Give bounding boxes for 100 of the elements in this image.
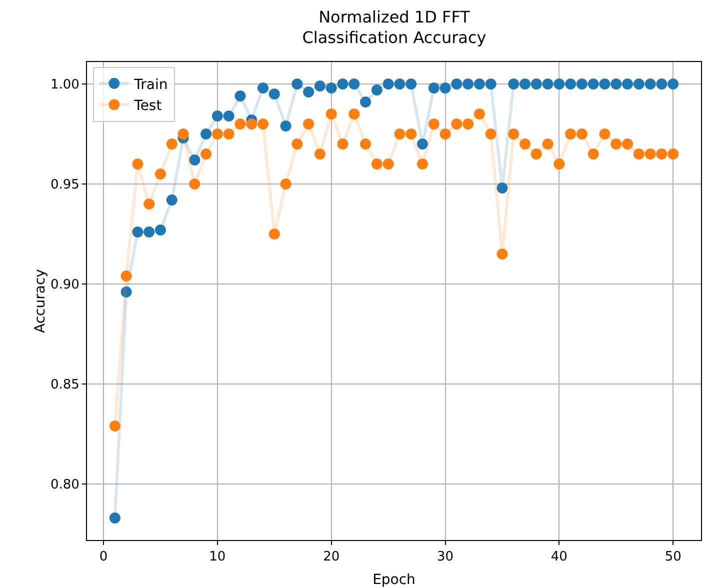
point [576,78,588,90]
point [554,78,565,90]
point [474,78,485,90]
point [406,128,417,140]
point [508,128,520,140]
point [520,78,530,90]
point [530,148,542,160]
point [326,82,337,94]
point [394,128,406,140]
point [212,110,223,122]
chart-title: Normalized 1D FFT Classification Accuracy [302,7,486,48]
point [520,138,530,150]
point [337,138,348,150]
point [246,118,258,130]
point [644,148,656,160]
point [633,78,644,90]
point [348,108,360,120]
point [200,148,212,160]
y-axis-title: Accuracy [32,269,48,333]
point [382,158,394,170]
point [633,148,644,160]
point [462,78,474,90]
point [599,128,610,140]
point [451,78,462,90]
x-tick-label: 20 [323,550,340,565]
point [406,78,417,90]
point [154,168,166,180]
point [416,138,428,150]
point [599,78,610,90]
point [416,158,428,170]
point [588,148,599,160]
point [144,226,155,238]
y-tick-label: 0.85 [50,378,80,393]
point [120,286,132,298]
point [280,178,292,190]
point [485,128,496,140]
point [496,248,508,260]
point [234,90,246,102]
x-tick-label: 40 [550,550,568,565]
legend-label: Test [133,98,162,114]
point [622,138,634,150]
point [303,86,314,98]
y-tick-label: 1.00 [50,78,80,93]
point [542,78,554,90]
point [144,198,155,210]
y-tick-label: 0.80 [50,478,80,493]
point [303,118,314,130]
point [109,512,120,524]
point [314,148,326,160]
point [268,228,280,240]
x-axis-title: Epoch [372,572,416,588]
point [588,78,599,90]
point [189,154,200,166]
point [189,178,200,190]
point [656,78,668,90]
point [451,118,462,130]
point [258,118,268,130]
point [223,128,234,140]
point [668,78,679,90]
legend-label: Train [133,76,168,93]
point [326,108,337,120]
y-tick-label: 0.95 [50,178,80,193]
point [610,78,622,90]
y-tick-label: 0.90 [50,278,80,293]
point [428,82,440,94]
point [132,158,144,170]
point [371,84,382,96]
point [508,78,520,90]
point [109,420,120,432]
point [428,118,440,130]
point [178,128,189,140]
point [337,78,348,90]
point [120,270,132,282]
point [258,82,268,94]
point [440,128,451,140]
point [132,226,144,238]
point [166,194,178,206]
point [200,128,212,140]
point [554,158,565,170]
point [668,148,679,160]
point [462,118,474,130]
point [485,78,496,90]
point [474,108,485,120]
point [292,78,303,90]
point [394,78,406,90]
point [223,110,234,122]
point [292,138,303,150]
point [644,78,656,90]
point [565,128,576,140]
point [622,78,634,90]
point [234,118,246,130]
point [382,78,394,90]
point [496,182,508,194]
point [280,120,292,132]
point [371,158,382,170]
point [530,78,542,90]
point [314,80,326,92]
point [542,138,554,150]
x-tick-label: 10 [209,550,226,565]
point [576,128,588,140]
